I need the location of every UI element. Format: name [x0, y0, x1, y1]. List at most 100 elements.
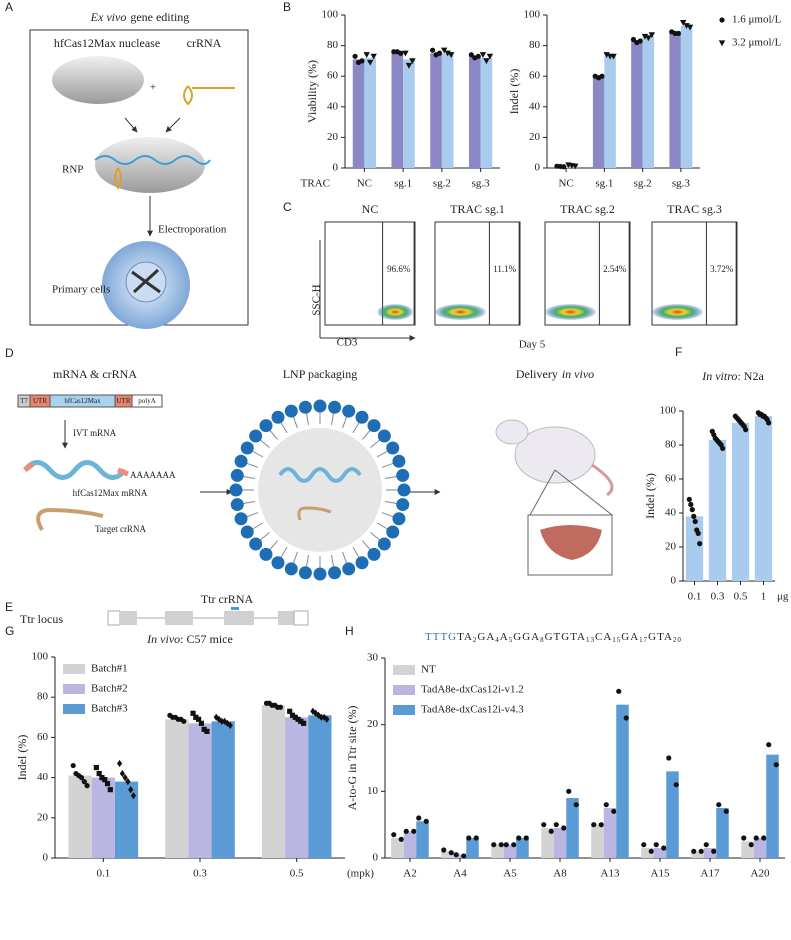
- data-point: [566, 788, 572, 794]
- x-tick-label: A2: [403, 868, 416, 880]
- nuclease-label: hfCas12Max nuclease: [54, 36, 160, 50]
- lipid-tail: [243, 475, 256, 480]
- construct-label: T7: [20, 397, 28, 405]
- lipid-tail: [342, 551, 348, 564]
- x-label: CD3: [337, 337, 358, 349]
- subscript: 13: [586, 636, 595, 644]
- lipid-head: [298, 566, 312, 580]
- data-point: [648, 848, 654, 854]
- bar: [685, 516, 704, 581]
- data-point: [561, 825, 567, 831]
- bar: [211, 721, 235, 858]
- data-point: [447, 52, 455, 58]
- lipid-head: [234, 454, 248, 468]
- data-point: [679, 20, 687, 26]
- lipid-head: [240, 441, 254, 455]
- exon: [293, 610, 309, 626]
- lipid-tail: [292, 416, 298, 429]
- rnp-crrna: [114, 167, 122, 190]
- construct-label: UTR: [117, 397, 131, 405]
- lipid-tail: [376, 522, 388, 530]
- sequence-text: TTTG: [425, 631, 457, 643]
- lipid-tail: [362, 540, 371, 551]
- data-point: [645, 35, 652, 42]
- legend-label: Batch#2: [91, 683, 128, 695]
- legend-label: 1.6 μmol/L: [732, 14, 782, 26]
- bar: [708, 439, 727, 581]
- bar: [731, 422, 750, 581]
- data-point: [561, 164, 567, 170]
- data-point: [104, 781, 111, 787]
- bar: [641, 848, 654, 858]
- legend-label: Batch#3: [91, 703, 128, 715]
- lipid-head: [313, 567, 327, 581]
- y-tick-label: 40: [37, 771, 49, 783]
- lipid-tail: [362, 429, 371, 440]
- lipid-head: [397, 483, 411, 497]
- data-point: [741, 835, 747, 841]
- data-point: [370, 53, 377, 60]
- lnp-crrna: [297, 506, 332, 521]
- data-point: [692, 518, 698, 525]
- bar: [616, 704, 629, 858]
- data-point: [125, 778, 131, 786]
- x-tick-label: 0.3: [193, 868, 207, 880]
- bar: [285, 717, 309, 858]
- y-tick-label: 40: [327, 100, 339, 112]
- data-point: [689, 507, 695, 513]
- mouse-body: [514, 426, 596, 484]
- lipid-tail: [280, 546, 288, 558]
- legend-swatch: [63, 704, 85, 714]
- y-tick-label: 80: [529, 39, 541, 51]
- bar: [491, 844, 504, 858]
- data-point: [204, 728, 210, 734]
- sequence-text: TA: [457, 631, 473, 643]
- data-point: [107, 787, 113, 793]
- lipid-head: [386, 441, 400, 455]
- y-tick-label: 80: [37, 691, 49, 703]
- bar: [441, 53, 454, 168]
- bar: [416, 821, 429, 858]
- lipid-tail: [305, 554, 310, 567]
- panel-label: D: [5, 346, 14, 360]
- data-point: [718, 40, 726, 47]
- data-point: [213, 713, 219, 721]
- data-point: [766, 420, 772, 426]
- legend-swatch: [393, 685, 415, 695]
- data-point: [491, 842, 497, 848]
- lipid-head: [240, 525, 254, 539]
- data-point: [429, 47, 436, 53]
- data-point: [352, 53, 358, 59]
- data-point: [661, 845, 667, 851]
- lipid-head: [229, 483, 243, 497]
- data-point: [318, 713, 324, 721]
- density: [545, 304, 596, 320]
- data-point: [436, 50, 443, 56]
- data-point: [219, 717, 225, 725]
- bar: [753, 838, 767, 858]
- data-point: [81, 779, 87, 785]
- y-tick-label: 30: [367, 652, 379, 664]
- lipid-head: [355, 556, 369, 570]
- y-tick-label: 100: [32, 651, 49, 663]
- mrna-ends: [23, 462, 129, 477]
- bar: [591, 824, 604, 858]
- sequence-text: A: [500, 631, 509, 643]
- bar: [403, 59, 415, 169]
- data-point: [697, 541, 703, 547]
- x-tick-label: 0.1: [688, 591, 702, 603]
- data-point: [616, 688, 622, 694]
- lipid-head: [367, 419, 381, 433]
- x-tick-label: A4: [453, 868, 467, 880]
- data-point: [637, 38, 643, 44]
- panel-label: A: [5, 0, 13, 14]
- heading-text: Delivery: [516, 367, 558, 381]
- data-point: [695, 530, 701, 537]
- y-tick-label: 60: [37, 731, 49, 743]
- lipid-head: [259, 547, 273, 561]
- x-unit: μg: [777, 591, 789, 603]
- data-point: [102, 777, 108, 783]
- arrow: [165, 117, 181, 133]
- data-point: [403, 828, 409, 834]
